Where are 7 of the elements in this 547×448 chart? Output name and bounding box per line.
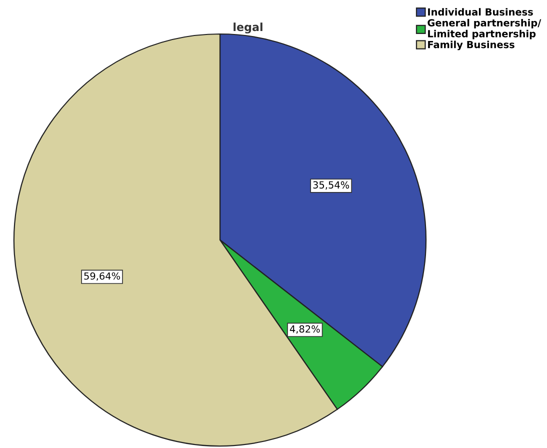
- legend-label: Family Business: [428, 40, 514, 50]
- data-label: 59,64%: [84, 272, 120, 281]
- legend-label: General partnership/ Limited partnership: [428, 18, 542, 40]
- legend-label: Individual Business: [428, 8, 533, 16]
- data-label: 4,82%: [290, 325, 320, 334]
- data-label: 35,54%: [313, 181, 350, 190]
- text: legal: [234, 22, 262, 34]
